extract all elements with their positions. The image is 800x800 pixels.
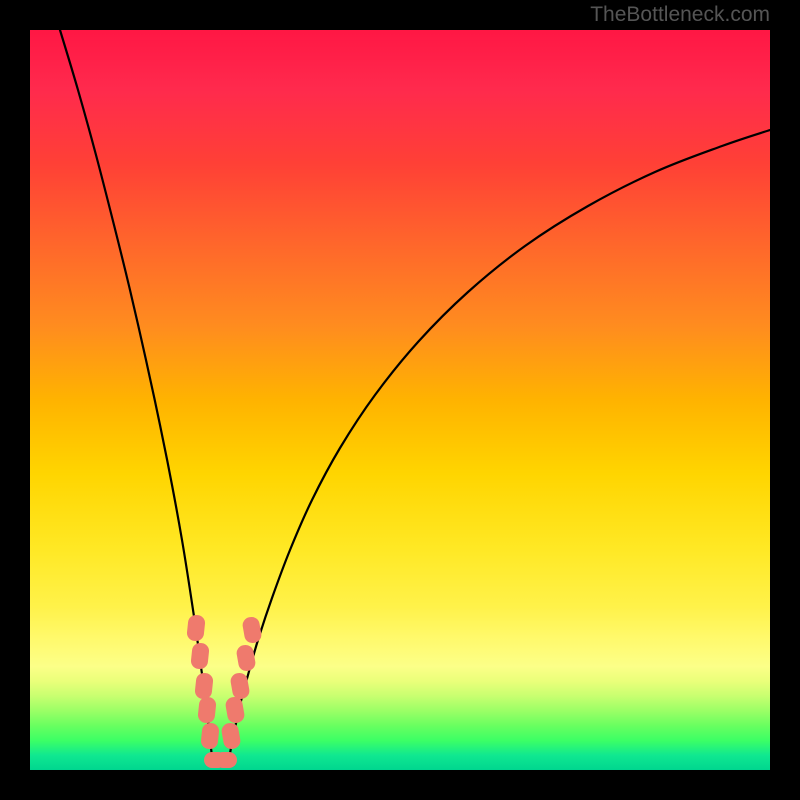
curve-marker: [220, 722, 241, 751]
curve-marker: [186, 614, 206, 642]
curve-marker: [224, 696, 245, 725]
curve-markers: [186, 614, 262, 768]
attribution-text: TheBottleneck.com: [590, 3, 770, 27]
curve-marker: [235, 644, 256, 673]
curve-marker: [215, 752, 237, 768]
left-curve-line: [60, 30, 213, 765]
curve-marker: [190, 642, 210, 670]
curve-marker: [241, 616, 262, 645]
curve-marker: [194, 672, 214, 700]
bottleneck-chart: [30, 30, 770, 770]
curve-marker: [197, 696, 217, 724]
right-curve-line: [228, 130, 770, 765]
curve-marker: [200, 722, 220, 750]
chart-svg: [30, 30, 770, 770]
